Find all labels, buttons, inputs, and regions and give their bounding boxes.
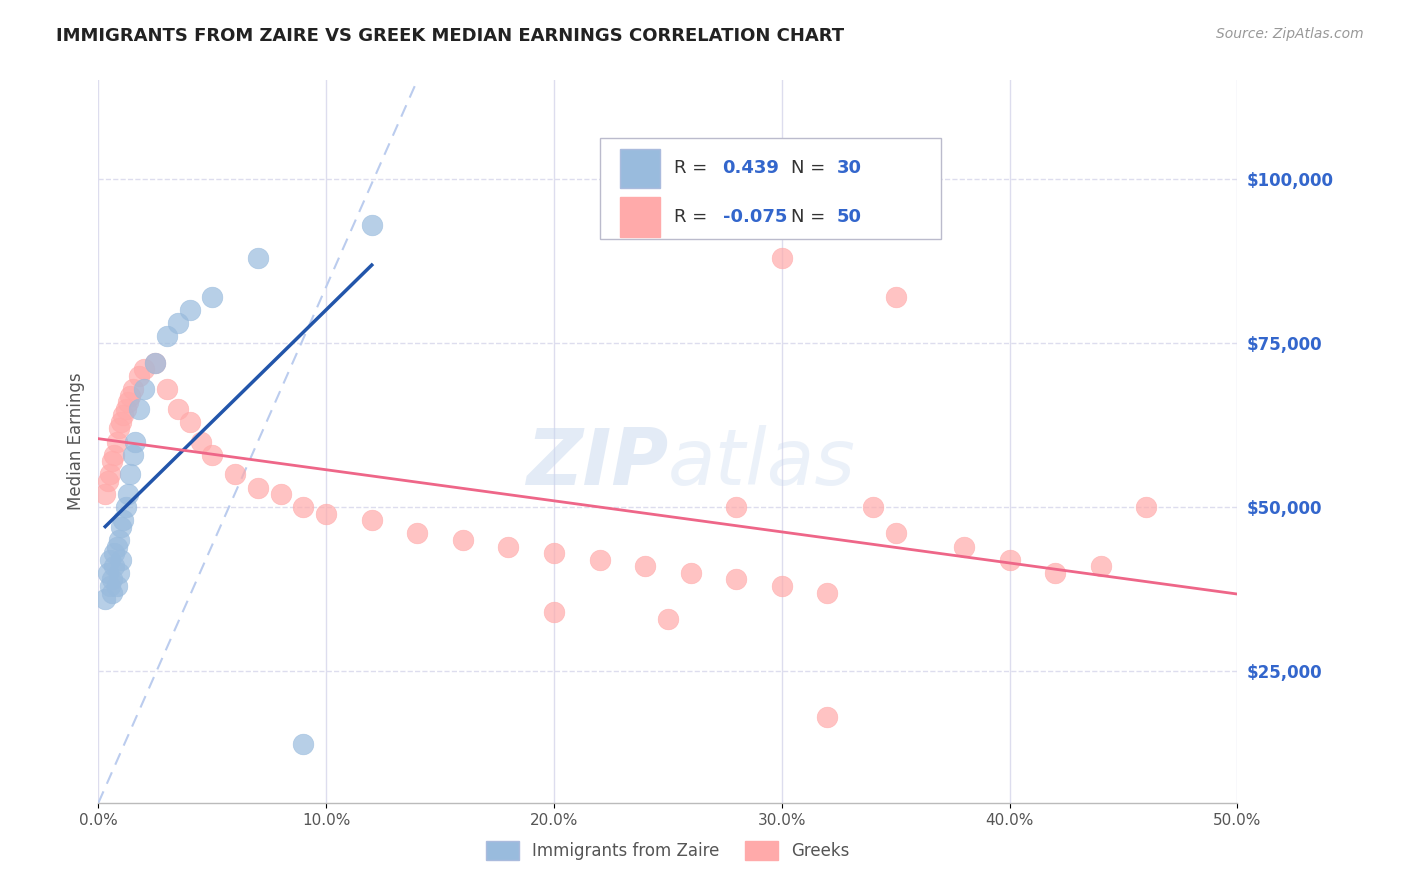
FancyBboxPatch shape: [620, 149, 659, 188]
Text: IMMIGRANTS FROM ZAIRE VS GREEK MEDIAN EARNINGS CORRELATION CHART: IMMIGRANTS FROM ZAIRE VS GREEK MEDIAN EA…: [56, 27, 845, 45]
Text: 0.439: 0.439: [723, 160, 779, 178]
Point: [634, 559, 657, 574]
Point: [201, 448, 224, 462]
Text: R =: R =: [673, 160, 713, 178]
Point: [156, 382, 179, 396]
Point: [132, 382, 155, 396]
Y-axis label: Median Earnings: Median Earnings: [66, 373, 84, 510]
Point: [145, 356, 167, 370]
Point: [105, 540, 128, 554]
Text: ZIP: ZIP: [526, 425, 668, 501]
Point: [360, 218, 382, 232]
Point: [103, 559, 125, 574]
Point: [98, 553, 121, 567]
Point: [292, 500, 315, 515]
Point: [201, 290, 224, 304]
Point: [108, 566, 131, 580]
Point: [121, 382, 143, 396]
Point: [1135, 500, 1157, 515]
Point: [679, 566, 702, 580]
Point: [103, 546, 125, 560]
Point: [96, 566, 118, 580]
Point: [246, 251, 269, 265]
Text: atlas: atlas: [668, 425, 856, 501]
Text: N =: N =: [790, 160, 831, 178]
Point: [884, 526, 907, 541]
Point: [108, 533, 131, 547]
Point: [117, 395, 139, 409]
Point: [190, 434, 212, 449]
Point: [128, 401, 150, 416]
Point: [132, 362, 155, 376]
Text: 50: 50: [837, 208, 862, 226]
Point: [953, 540, 976, 554]
Point: [156, 329, 179, 343]
Point: [120, 388, 142, 402]
Legend: Immigrants from Zaire, Greeks: Immigrants from Zaire, Greeks: [479, 834, 856, 867]
Point: [94, 487, 117, 501]
Point: [117, 487, 139, 501]
Point: [112, 513, 135, 527]
Point: [1090, 559, 1112, 574]
Point: [815, 585, 838, 599]
Point: [98, 579, 121, 593]
Point: [998, 553, 1021, 567]
Point: [657, 612, 679, 626]
Point: [110, 520, 132, 534]
Point: [543, 605, 565, 619]
Point: [110, 415, 132, 429]
Point: [94, 592, 117, 607]
Point: [315, 507, 337, 521]
Point: [128, 368, 150, 383]
Point: [725, 573, 748, 587]
Point: [360, 513, 382, 527]
Point: [101, 573, 124, 587]
Point: [96, 474, 118, 488]
Point: [101, 585, 124, 599]
Point: [406, 526, 429, 541]
Point: [725, 500, 748, 515]
Point: [770, 579, 793, 593]
Point: [167, 401, 190, 416]
FancyBboxPatch shape: [599, 138, 941, 239]
Text: Source: ZipAtlas.com: Source: ZipAtlas.com: [1216, 27, 1364, 41]
Point: [815, 710, 838, 724]
Point: [124, 434, 146, 449]
Point: [114, 500, 136, 515]
Point: [246, 481, 269, 495]
Point: [498, 540, 520, 554]
Point: [110, 553, 132, 567]
Text: -0.075: -0.075: [723, 208, 787, 226]
Point: [451, 533, 474, 547]
Text: 30: 30: [837, 160, 862, 178]
Point: [120, 467, 142, 482]
Point: [543, 546, 565, 560]
Text: N =: N =: [790, 208, 831, 226]
Point: [145, 356, 167, 370]
Point: [121, 448, 143, 462]
Point: [103, 448, 125, 462]
Point: [114, 401, 136, 416]
Point: [105, 579, 128, 593]
Point: [1043, 566, 1066, 580]
Point: [224, 467, 246, 482]
Point: [179, 415, 201, 429]
Point: [167, 316, 190, 330]
Point: [98, 467, 121, 482]
Point: [292, 737, 315, 751]
Point: [108, 421, 131, 435]
Point: [101, 454, 124, 468]
Point: [588, 553, 610, 567]
Point: [862, 500, 884, 515]
Point: [112, 409, 135, 423]
Point: [884, 290, 907, 304]
Point: [770, 251, 793, 265]
Point: [270, 487, 292, 501]
Point: [105, 434, 128, 449]
FancyBboxPatch shape: [620, 197, 659, 237]
Point: [179, 303, 201, 318]
Text: R =: R =: [673, 208, 713, 226]
